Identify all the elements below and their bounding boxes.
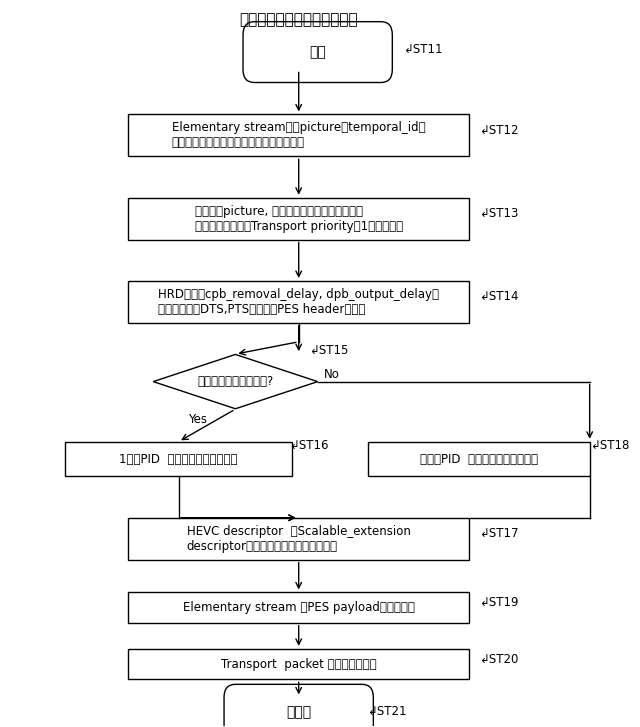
Text: HRD情報（cpb_removal_delay, dpb_output_delay）
を参照して、DTS,PTSを決め、PES headerに挿入: HRD情報（cpb_removal_delay, dpb_output_dela… [158,288,439,316]
Text: ↲ST19: ↲ST19 [479,596,518,609]
FancyBboxPatch shape [368,442,589,476]
Polygon shape [153,355,317,409]
Text: マルチプレクサの処理フロー: マルチプレクサの処理フロー [239,12,358,27]
FancyBboxPatch shape [65,442,292,476]
Text: ↲ST17: ↲ST17 [479,527,518,540]
Text: 始め: 始め [309,45,326,59]
FancyBboxPatch shape [128,198,470,240]
Text: ↲ST16: ↲ST16 [289,439,329,452]
Text: Yes: Yes [188,414,207,427]
FancyBboxPatch shape [128,281,470,323]
Text: 複数のPID  で多重化処理を進める: 複数のPID で多重化処理を進める [420,453,538,465]
FancyBboxPatch shape [243,22,392,82]
FancyBboxPatch shape [128,518,470,560]
Text: Transport  packet にして出力する: Transport packet にして出力する [221,657,376,670]
Text: Elementary stream をPES payloadに挿入する: Elementary stream をPES payloadに挿入する [183,601,415,614]
Text: ↲ST11: ↲ST11 [403,44,443,57]
FancyBboxPatch shape [128,593,470,623]
FancyBboxPatch shape [224,684,373,727]
Text: ↲ST12: ↲ST12 [479,124,518,137]
Text: 1つのPID  で多重化処理を進める: 1つのPID で多重化処理を進める [119,453,237,465]
Text: ↲ST14: ↲ST14 [479,290,518,303]
Text: ↲ST18: ↲ST18 [589,439,629,452]
Text: HEVC descriptor  、Scalable_extension
descriptorをセクションエンコードする: HEVC descriptor 、Scalable_extension desc… [187,525,411,553]
Text: ↲ST13: ↲ST13 [479,207,518,220]
Text: ↲ST20: ↲ST20 [479,653,518,665]
Text: 終わり: 終わり [286,706,311,720]
Text: 低階層組picture, あるいは低階層組ストリーム
を多重化する際のTransport priorityを1に設定する: 低階層組picture, あるいは低階層組ストリーム を多重化する際のTrans… [195,205,403,233]
FancyBboxPatch shape [128,648,470,679]
FancyBboxPatch shape [128,114,470,156]
Text: ↲ST21: ↲ST21 [367,704,406,718]
Text: シングルストリームか?: シングルストリームか? [197,375,273,388]
Text: Elementary streamの各pictureのtemporal_id、
構成する符号化ストリーム数を設定する。: Elementary streamの各pictureのtemporal_id、 … [172,121,426,149]
Text: No: No [324,368,340,381]
Text: ↲ST15: ↲ST15 [310,344,349,357]
